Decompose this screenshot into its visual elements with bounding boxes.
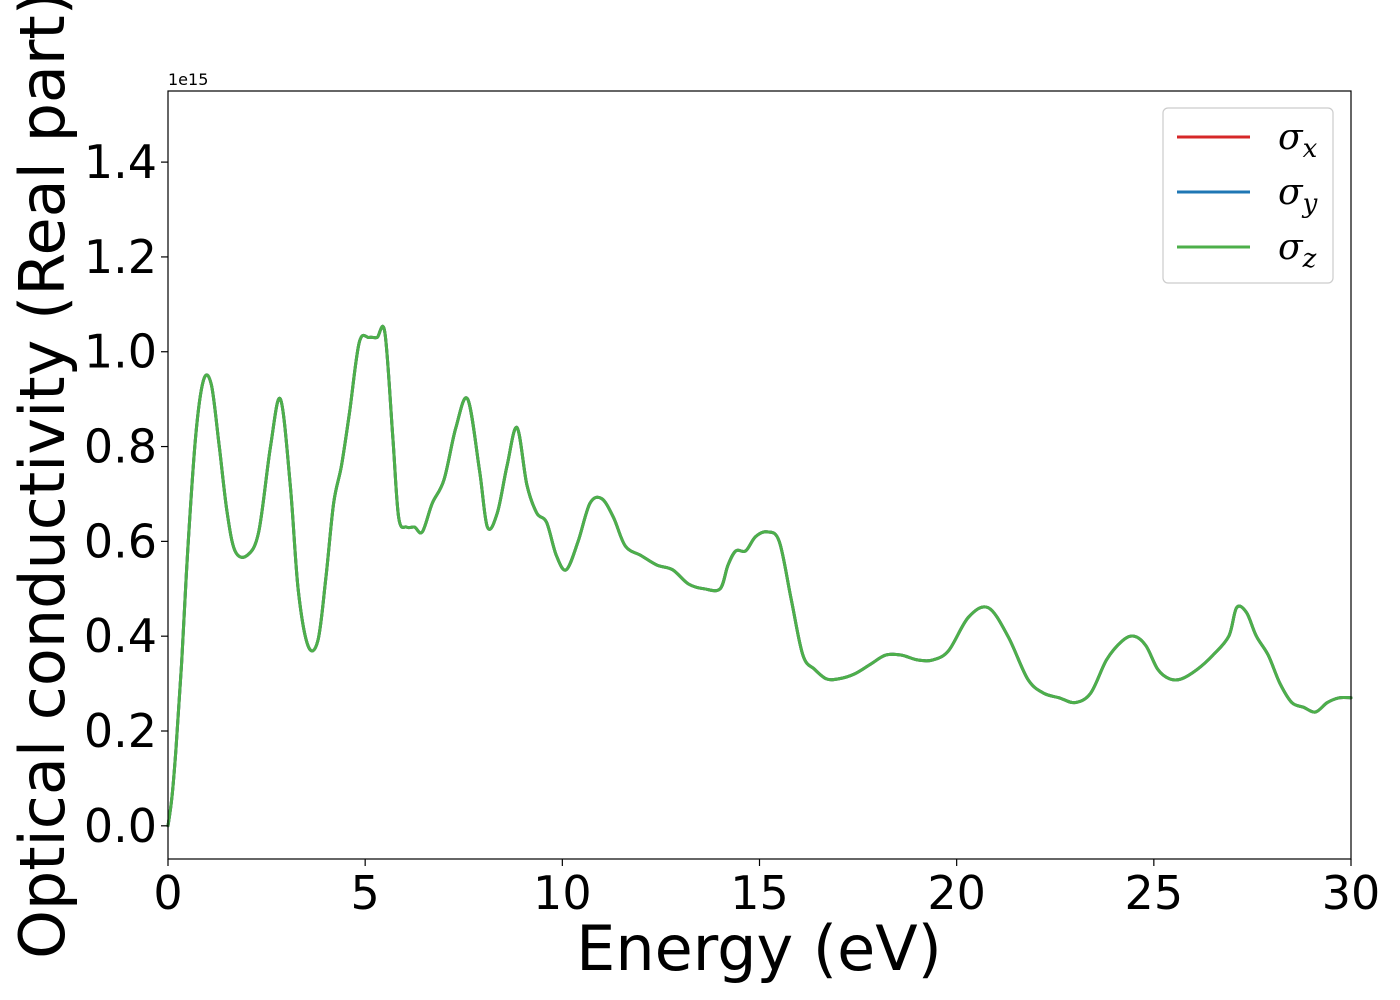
- x-tick-label: 15: [730, 866, 789, 920]
- y-offset-label: 1e15: [168, 70, 208, 89]
- x-tick-label: 30: [1322, 866, 1381, 920]
- y-tick-label: 0.0: [84, 799, 157, 853]
- legend-box: [1162, 107, 1334, 284]
- x-tick-label: 20: [927, 866, 986, 920]
- x-tick-label: 10: [533, 866, 592, 920]
- series-line-y: [166, 324, 1353, 828]
- series-line-x: [166, 324, 1353, 828]
- x-tick-label: 25: [1125, 866, 1184, 920]
- y-tick-label: 0.6: [84, 514, 157, 568]
- plot-lines: [166, 324, 1353, 828]
- y-tick-label: 1.0: [84, 325, 157, 379]
- y-tick-label: 0.2: [84, 704, 157, 758]
- y-tick-label: 1.4: [84, 135, 157, 189]
- y-axis-ticks: 0.0 0.2 0.4 0.6 0.8 1.0 1.2 1.4: [84, 135, 168, 853]
- series-line-z: [166, 324, 1353, 828]
- y-tick-label: 1.2: [84, 230, 157, 284]
- y-axis-label: Optical conductivity (Real part): [6, 0, 79, 959]
- x-tick-label: 5: [351, 866, 380, 920]
- x-tick-label: 0: [153, 866, 182, 920]
- y-tick-label: 0.4: [84, 609, 157, 663]
- x-axis-label: Energy (eV): [576, 912, 942, 985]
- x-axis-ticks: 0 5 10 15 20 25 30: [153, 859, 1380, 920]
- y-tick-label: 0.8: [84, 420, 157, 474]
